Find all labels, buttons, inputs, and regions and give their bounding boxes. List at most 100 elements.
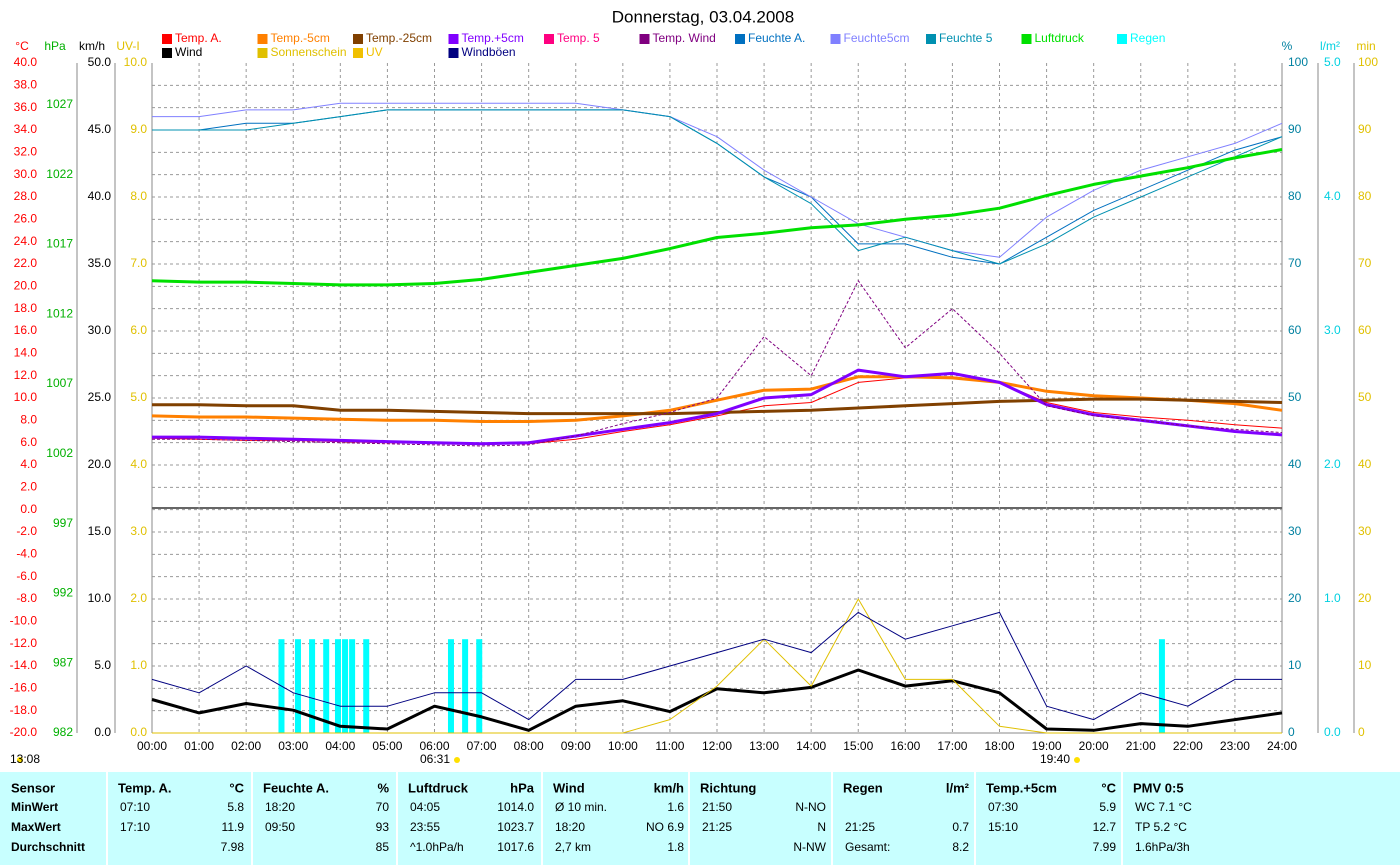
table-cell: 1023.7: [497, 820, 534, 834]
x-tick-label: 19:00: [1032, 739, 1062, 753]
series-line: [151, 148, 1283, 287]
x-tick-label: 07:00: [467, 739, 497, 753]
series-line: [152, 280, 1283, 447]
y-tick-label: 10: [1288, 658, 1302, 672]
rain-bar: [349, 639, 356, 733]
y-tick-label: 15.0: [88, 524, 112, 538]
rain-bar: [476, 639, 483, 733]
y-tick-label: 25.0: [88, 390, 112, 404]
y-tick-label: 4.0: [20, 457, 37, 471]
y-tick-label: 20: [1358, 591, 1372, 605]
y-tick-label: 40.0: [88, 189, 112, 203]
moon-icon: [17, 757, 23, 763]
rain-bar: [462, 639, 469, 733]
y-tick-label: 40.0: [14, 55, 38, 69]
table-header: Regen: [843, 780, 883, 795]
legend-label: Luftdruck: [1035, 31, 1085, 45]
y-tick-label: 20.0: [14, 279, 38, 293]
axis-label: °C: [15, 39, 29, 53]
table-cell: 7.99: [1093, 840, 1117, 854]
table-cell: ^1.0hPa/h: [410, 840, 464, 854]
legend-swatch: [353, 34, 363, 44]
y-tick-label: 28.0: [14, 189, 38, 203]
table-cell: 09:50: [265, 820, 295, 834]
x-tick-label: 17:00: [937, 739, 967, 753]
table-cell: 17:10: [120, 820, 150, 834]
y-tick-label: 80: [1288, 189, 1302, 203]
table-unit: km/h: [654, 780, 684, 795]
table-cell: WC 7.1 °C: [1135, 800, 1192, 814]
y-tick-label: 7.0: [130, 256, 147, 270]
y-tick-label: 8.0: [20, 413, 37, 427]
table-cell: N: [817, 820, 826, 834]
legend-swatch: [1117, 34, 1127, 44]
series-line: [152, 368, 1283, 446]
table-header: Wind: [553, 780, 585, 795]
x-tick-label: 11:00: [655, 739, 684, 753]
y-tick-label: 3.0: [1324, 323, 1341, 337]
y-tick-label: 2.0: [1324, 457, 1341, 471]
legend-label: Temp. Wind: [653, 31, 716, 45]
y-tick-label: 70: [1288, 256, 1302, 270]
y-tick-label: 9.0: [130, 122, 147, 136]
table-header: Feuchte A.: [263, 780, 329, 795]
legend-label: Feuchte5cm: [844, 31, 910, 45]
x-tick-label: 08:00: [514, 739, 544, 753]
y-tick-label: -2.0: [16, 524, 37, 538]
y-tick-label: 1007: [46, 376, 73, 390]
y-tick-label: -8.0: [16, 591, 37, 605]
y-tick-label: 10.0: [124, 55, 148, 69]
legend-swatch: [735, 34, 745, 44]
y-tick-label: 24.0: [14, 234, 38, 248]
y-tick-label: 10.0: [88, 591, 112, 605]
y-tick-label: -20.0: [10, 725, 38, 739]
rain-bar: [309, 639, 316, 733]
y-tick-label: 10: [1358, 658, 1372, 672]
legend-swatch: [926, 34, 936, 44]
y-tick-label: 8.0: [130, 189, 147, 203]
y-tick-label: 6.0: [20, 435, 37, 449]
x-tick-label: 23:00: [1220, 739, 1250, 753]
y-tick-label: 4.0: [1324, 189, 1341, 203]
table-cell: 21:25: [845, 820, 875, 834]
rain-bar: [363, 639, 370, 733]
y-tick-label: 50: [1288, 390, 1302, 404]
legend-swatch: [448, 48, 459, 58]
table-header: Temp.+5cm: [986, 780, 1057, 795]
y-tick-label: -12.0: [10, 636, 38, 650]
y-tick-label: 10.0: [14, 390, 38, 404]
table-header: PMV 0:5: [1133, 780, 1184, 795]
y-tick-label: 982: [53, 725, 73, 739]
legend-swatch: [162, 34, 172, 44]
table-cell: 18:20: [265, 800, 295, 814]
table-cell: 18:20: [555, 820, 585, 834]
y-tick-label: 38.0: [14, 78, 38, 92]
y-tick-label: 20.0: [88, 457, 112, 471]
y-tick-label: 1012: [46, 306, 73, 320]
y-tick-label: 100: [1288, 55, 1308, 69]
legend-swatch: [257, 48, 268, 58]
series-line: [151, 611, 1282, 721]
y-tick-label: 50: [1358, 390, 1372, 404]
annotation: 06:31: [420, 752, 450, 766]
table-unit: %: [377, 780, 389, 795]
y-tick-label: 1.0: [130, 658, 147, 672]
table-unit: l/m²: [946, 780, 970, 795]
table-cell: 07:10: [120, 800, 150, 814]
annotation: 13:08: [10, 752, 40, 766]
table-cell: 93: [376, 820, 390, 834]
sunrise-icon: [454, 757, 460, 763]
x-tick-label: 04:00: [325, 739, 355, 753]
y-tick-label: 1002: [46, 446, 73, 460]
table-cell: N-NW: [793, 840, 826, 854]
x-tick-label: 05:00: [372, 739, 402, 753]
y-tick-label: 40: [1358, 457, 1372, 471]
table-cell: Gesamt:: [845, 840, 890, 854]
x-tick-label: 20:00: [1079, 739, 1109, 753]
x-tick-label: 24:00: [1267, 739, 1297, 753]
table-cell: 15:10: [988, 820, 1018, 834]
legend-label: Temp.-5cm: [271, 31, 330, 45]
table-cell: N-NO: [795, 800, 826, 814]
axis-label: UV-I: [116, 39, 139, 53]
y-tick-label: 4.0: [130, 457, 147, 471]
